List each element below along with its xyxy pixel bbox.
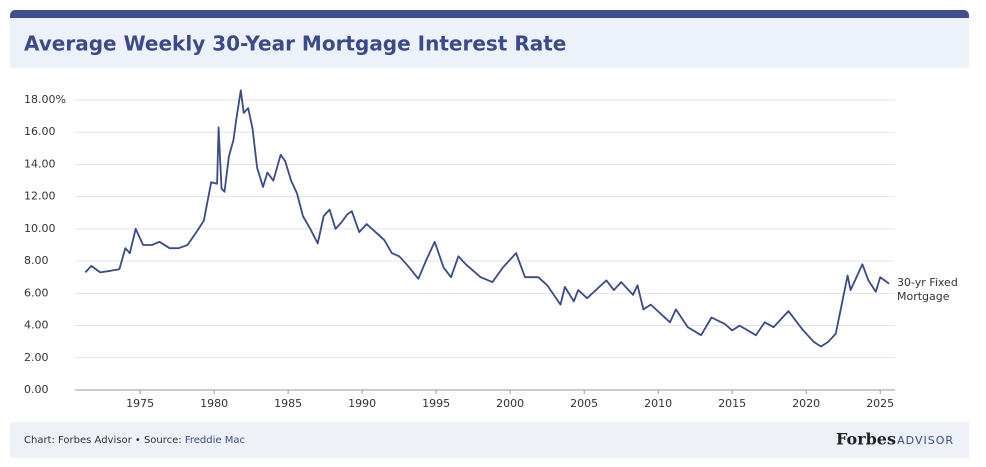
x-tick-label: 2015 <box>718 397 746 410</box>
source-link[interactable]: Freddie Mac <box>185 435 245 446</box>
y-tick-label: 8.00 <box>24 254 49 267</box>
y-tick-label: 12.00 <box>24 190 56 203</box>
x-tick-label: 1990 <box>348 397 376 410</box>
x-tick-label: 2000 <box>496 397 524 410</box>
x-tick-label: 2005 <box>570 397 598 410</box>
y-tick-label: 0.00 <box>24 383 49 396</box>
brand: Forbes <box>836 430 896 449</box>
x-tick-label: 1975 <box>126 397 154 410</box>
brand-sub: ADVISOR <box>897 434 954 447</box>
series-line <box>84 89 890 348</box>
x-tick-label: 1980 <box>200 397 228 410</box>
y-tick-label: 2.00 <box>24 351 49 364</box>
footer-panel <box>10 422 969 458</box>
x-tick-label: 2020 <box>792 397 820 410</box>
y-tick-label: 10.00 <box>24 222 56 235</box>
y-tick-label: 4.00 <box>24 319 49 332</box>
credit: Chart: Forbes Advisor • Source: <box>24 435 182 446</box>
series-label: 30-yr Fixed Mortgage <box>897 276 958 303</box>
header-panel <box>10 18 969 68</box>
footer-credit: Chart: Forbes Advisor • Source: Freddie … <box>24 435 245 446</box>
y-tick-label: 14.00 <box>24 157 56 170</box>
x-tick-label: 2010 <box>644 397 672 410</box>
y-tick-label: 6.00 <box>24 286 49 299</box>
chart-title: Average Weekly 30-Year Mortgage Interest… <box>24 32 566 56</box>
x-tick-label: 2025 <box>866 397 894 410</box>
x-tick-label: 1985 <box>274 397 302 410</box>
x-tick-label: 1995 <box>422 397 450 410</box>
y-tick-label: 18.00% <box>24 93 66 106</box>
y-tick-label: 16.00 <box>24 125 56 138</box>
